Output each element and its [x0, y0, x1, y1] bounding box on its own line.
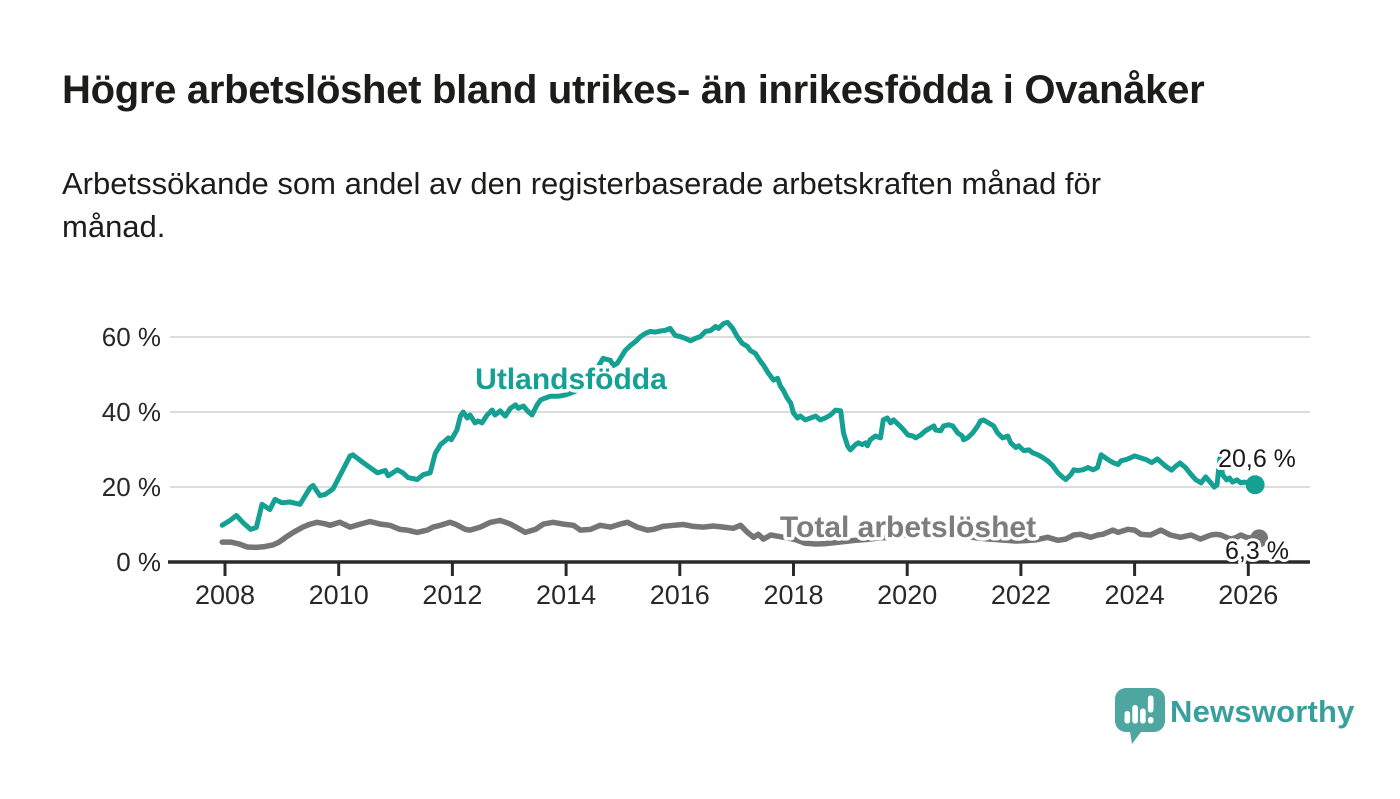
chart-subtitle: Arbetssökande som andel av den registerb…	[62, 162, 1282, 248]
x-tick-label-2010: 2010	[309, 580, 369, 610]
chart-title: Högre arbetslöshet bland utrikes- än inr…	[62, 68, 1205, 112]
x-tick-label-2024: 2024	[1105, 580, 1165, 610]
x-tick-label-2016: 2016	[650, 580, 710, 610]
x-tick-label-2008: 2008	[195, 580, 255, 610]
y-tick-label-60: 60 %	[102, 322, 161, 352]
x-tick-label-2018: 2018	[763, 580, 823, 610]
series-line-total-arbetsloshet	[219, 517, 1258, 551]
exclamation-mark-bar	[1147, 695, 1154, 713]
series-label-total-arbetsloshet: Total arbetslöshet	[780, 511, 1036, 544]
end-value-label-total-arbetsloshet: 6,3 %	[1225, 537, 1289, 565]
chart-subtitle-line1: Arbetssökande som andel av den registerb…	[62, 166, 1102, 201]
x-tick-label-2020: 2020	[877, 580, 937, 610]
newsworthy-wordmark: Newsworthy	[1170, 694, 1355, 729]
exclamation-mark-dot	[1147, 717, 1154, 724]
end-dot-total-arbetsloshet	[1250, 529, 1269, 548]
series-line-utlandsfodda	[219, 319, 1258, 532]
end-value-label-utlandsfodda: 20,6 %	[1218, 445, 1296, 473]
bar-chart-bar-1	[1124, 711, 1131, 724]
y-tick-label-0: 0 %	[116, 547, 161, 577]
bar-chart-bar-2	[1132, 705, 1138, 724]
x-tick-label-2014: 2014	[536, 580, 596, 610]
bar-chart-bar-3	[1140, 708, 1146, 724]
speech-bubble-shape	[1115, 688, 1165, 744]
newsworthy-logo	[1113, 684, 1167, 748]
x-tick-label-2026: 2026	[1218, 580, 1278, 610]
speech-bubble-chart-icon	[1115, 688, 1165, 744]
series-label-utlandsfodda: Utlandsfödda	[475, 363, 667, 396]
end-dot-utlandsfodda	[1245, 475, 1265, 495]
y-tick-label-40: 40 %	[102, 397, 161, 427]
y-tick-label-20: 20 %	[102, 472, 161, 502]
x-tick-label-2012: 2012	[422, 580, 482, 610]
chart-subtitle-line2: månad.	[62, 209, 166, 244]
x-tick-label-2022: 2022	[991, 580, 1051, 610]
